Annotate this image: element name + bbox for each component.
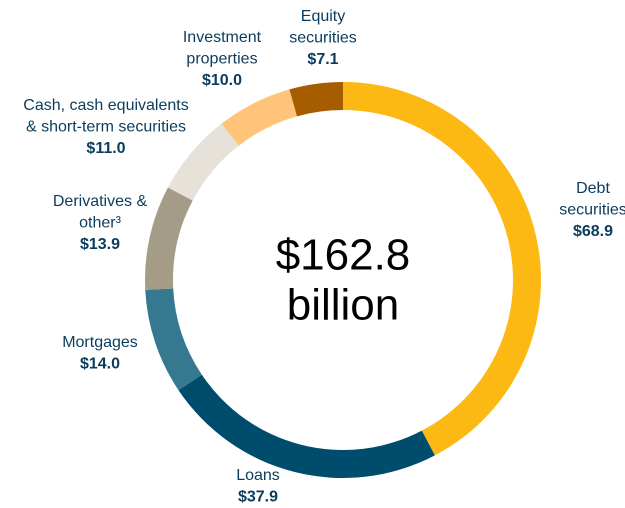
value-label: $10.0 [202,72,242,89]
center-label: billion [287,281,400,330]
value-label: $7.1 [307,51,338,68]
segment-label: securities [289,30,357,47]
segment-label: Investment [183,29,262,46]
center-label: $162.8 [276,231,411,280]
segment-label: Equity [301,8,345,25]
segment-label: Cash, cash equivalents [23,97,188,114]
segment-label: Mortgages [62,334,138,351]
segment-label: Debt [576,180,610,197]
donut-segment [221,89,297,146]
donut-segment [178,374,435,479]
value-label: $13.9 [80,236,120,253]
donut-segment [167,123,239,201]
value-label: $37.9 [238,489,278,506]
segment-label: Loans [236,467,280,484]
value-label: $11.0 [86,140,125,157]
value-label: $68.9 [573,223,613,240]
donut-segment [145,288,202,391]
segment-label: other³ [79,215,121,232]
donut-segment [343,82,542,456]
donut-segment [145,187,193,290]
donut-segment [289,82,343,117]
segment-label: Derivatives & [53,193,148,210]
value-label: $14.0 [80,356,120,373]
segment-label: properties [186,51,257,68]
segment-label: & short-term securities [26,119,186,136]
segment-label: securities [559,202,625,219]
